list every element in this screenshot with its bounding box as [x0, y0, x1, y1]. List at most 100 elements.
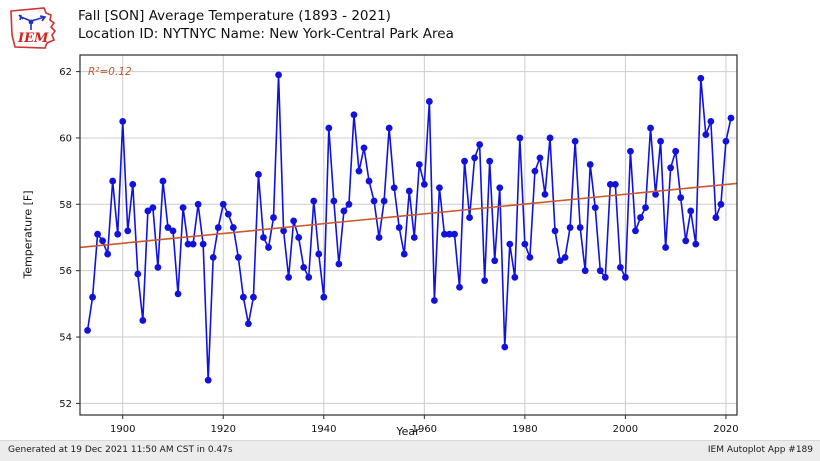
- data-point: [214, 224, 222, 231]
- chart-subtitle: Location ID: NYTNYC Name: New York-Centr…: [78, 26, 454, 42]
- data-point: [420, 181, 428, 188]
- data-point: [164, 224, 172, 231]
- chart-title-block: Fall [SON] Average Temperature (1893 - 2…: [78, 7, 454, 43]
- data-point: [647, 124, 654, 132]
- y-tick-label: 62: [59, 67, 72, 78]
- data-point: [99, 237, 107, 245]
- data-point: [405, 187, 413, 195]
- data-point: [476, 141, 484, 148]
- data-point: [657, 137, 664, 145]
- data-point: [561, 253, 569, 261]
- data-point: [244, 320, 252, 328]
- data-point: [149, 204, 157, 212]
- data-point: [677, 194, 685, 202]
- data-point: [154, 263, 162, 271]
- data-point: [305, 273, 313, 281]
- data-point: [380, 197, 388, 205]
- data-point: [461, 157, 468, 165]
- data-point: [285, 273, 293, 281]
- data-point: [541, 190, 549, 198]
- data-point: [446, 230, 453, 238]
- data-point: [627, 147, 634, 155]
- y-tick-label: 52: [59, 399, 72, 410]
- data-point: [340, 207, 348, 215]
- data-point: [536, 154, 544, 162]
- data-point: [511, 273, 519, 281]
- data-point: [566, 224, 574, 231]
- x-tick-label: 2020: [713, 424, 738, 435]
- data-point: [350, 111, 358, 119]
- data-point: [229, 224, 237, 231]
- data-point: [310, 197, 318, 205]
- y-tick-label: 58: [59, 200, 72, 211]
- data-point: [521, 240, 529, 248]
- data-point: [451, 230, 458, 238]
- data-point: [506, 240, 514, 248]
- data-point: [84, 326, 91, 334]
- data-point: [692, 240, 700, 248]
- data-point: [712, 214, 720, 221]
- data-point: [586, 161, 594, 168]
- data-point: [280, 227, 287, 235]
- data-point: [707, 117, 715, 125]
- data-point: [345, 200, 353, 208]
- data-point: [571, 137, 579, 145]
- data-point: [531, 167, 539, 175]
- data-point: [601, 273, 609, 281]
- data-point: [491, 257, 499, 265]
- data-point: [672, 147, 680, 155]
- data-point: [365, 177, 373, 185]
- y-tick-label: 54: [59, 333, 72, 344]
- data-point: [119, 117, 127, 125]
- data-point: [456, 283, 463, 291]
- data-point: [616, 263, 624, 271]
- data-point: [722, 137, 730, 145]
- data-point: [159, 177, 167, 185]
- data-point: [591, 204, 599, 212]
- x-axis-title: Year: [396, 425, 420, 438]
- data-point: [697, 74, 705, 82]
- data-point: [295, 234, 303, 241]
- data-point: [466, 214, 473, 221]
- data-point: [375, 234, 383, 241]
- data-point: [255, 171, 262, 178]
- data-point: [219, 200, 227, 208]
- temperature-data-points: [84, 71, 735, 384]
- data-point: [385, 124, 393, 132]
- data-point: [486, 157, 494, 165]
- data-point: [315, 250, 323, 258]
- data-point: [596, 267, 604, 275]
- data-point: [436, 184, 443, 192]
- data-point: [581, 267, 589, 275]
- data-point: [516, 134, 524, 142]
- data-point: [300, 263, 308, 271]
- data-point: [270, 214, 277, 221]
- data-point: [390, 184, 398, 192]
- data-point: [526, 253, 534, 261]
- data-point: [124, 227, 132, 235]
- data-point: [370, 197, 378, 205]
- data-point: [717, 200, 725, 208]
- y-tick-label: 56: [59, 266, 72, 277]
- data-point: [330, 197, 338, 205]
- data-point: [415, 161, 423, 168]
- data-point: [204, 376, 212, 384]
- generated-timestamp: Generated at 19 Dec 2021 11:50 AM CST in…: [8, 445, 233, 455]
- data-point: [551, 227, 559, 235]
- data-point: [682, 237, 690, 245]
- data-point: [642, 204, 649, 212]
- data-point: [234, 253, 242, 261]
- gridlines: [80, 55, 737, 415]
- data-point: [400, 250, 408, 258]
- data-point: [606, 181, 614, 188]
- data-point: [109, 177, 117, 185]
- trend-line: [79, 182, 738, 249]
- data-point: [184, 240, 192, 248]
- weather-vane-icon: [18, 14, 47, 30]
- data-point: [556, 257, 564, 265]
- data-point: [320, 293, 328, 301]
- x-tick-label: 2000: [613, 424, 638, 435]
- data-point: [501, 343, 509, 351]
- data-point: [250, 293, 257, 301]
- x-tick-label: 1980: [512, 424, 537, 435]
